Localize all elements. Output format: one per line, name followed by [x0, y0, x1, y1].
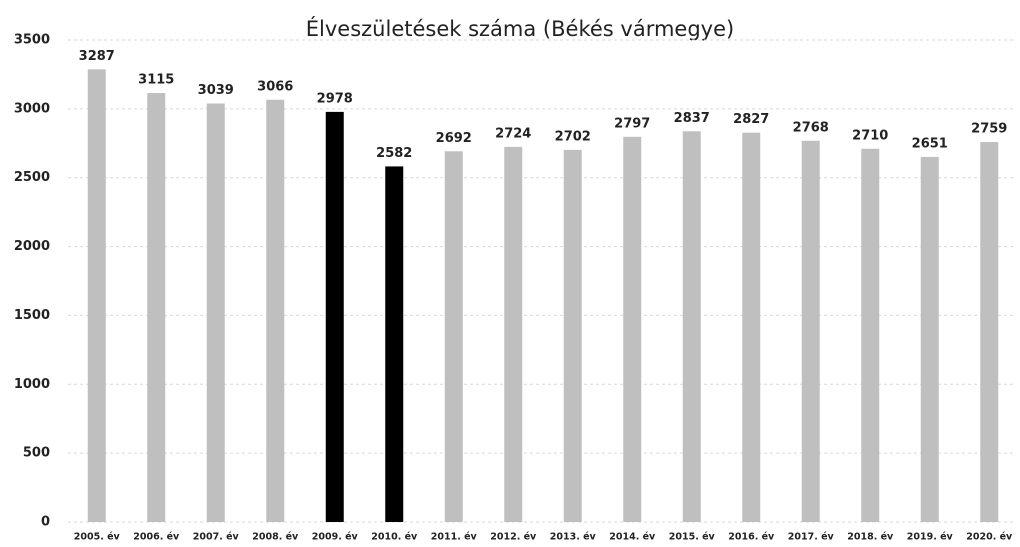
data-label: 2827	[733, 112, 769, 127]
bar	[920, 156, 939, 522]
bar	[563, 149, 582, 522]
bar	[623, 136, 642, 522]
data-label: 2702	[555, 129, 591, 144]
y-tick-label: 2000	[14, 239, 50, 254]
data-label: 2724	[495, 126, 531, 141]
x-tick-label: 2015. év	[669, 532, 716, 543]
bar	[147, 93, 166, 523]
x-tick-label: 2013. év	[550, 532, 597, 543]
bar	[801, 140, 820, 522]
x-tick-label: 2012. év	[490, 532, 537, 543]
bar	[980, 142, 999, 523]
x-tick-label: 2005. év	[74, 532, 121, 543]
bar	[325, 111, 344, 523]
x-tick-label: 2009. év	[312, 532, 359, 543]
data-label: 3287	[79, 49, 115, 64]
bar	[206, 103, 225, 523]
x-tick-label: 2018. év	[847, 532, 894, 543]
y-tick-label: 2500	[14, 170, 50, 185]
bar	[682, 131, 701, 522]
data-label: 2768	[793, 120, 829, 135]
data-label: 3066	[257, 79, 293, 94]
x-tick-label: 2011. év	[431, 532, 478, 543]
y-tick-label: 1500	[14, 308, 50, 323]
bar	[444, 151, 463, 523]
chart-title: Élveszületések száma (Békés vármegye)	[306, 16, 734, 41]
x-tick-label: 2016. év	[728, 532, 775, 543]
x-tick-label: 2017. év	[788, 532, 835, 543]
y-tick-label: 1000	[14, 377, 50, 392]
y-tick-label: 0	[41, 515, 50, 530]
data-label: 2692	[436, 131, 472, 146]
bar	[742, 132, 761, 523]
data-label: 3039	[198, 83, 234, 98]
x-tick-label: 2019. év	[907, 532, 954, 543]
data-label: 3115	[138, 73, 174, 88]
bar	[266, 99, 285, 522]
x-tick-label: 2008. év	[252, 532, 299, 543]
x-tick-label: 2006. év	[133, 532, 180, 543]
data-label: 2759	[971, 122, 1007, 137]
bar	[87, 69, 106, 523]
data-label: 2978	[317, 91, 353, 106]
data-label: 2651	[912, 136, 948, 151]
bar	[385, 166, 404, 523]
data-label: 2582	[376, 146, 412, 161]
data-label: 2797	[614, 116, 650, 131]
x-tick-label: 2007. év	[193, 532, 240, 543]
data-label: 2837	[674, 111, 710, 126]
data-label: 2710	[852, 128, 888, 143]
y-tick-label: 3000	[14, 101, 50, 116]
x-tick-label: 2010. év	[371, 532, 418, 543]
bar	[861, 148, 880, 522]
y-tick-label: 3500	[14, 33, 50, 48]
x-tick-label: 2014. év	[609, 532, 656, 543]
x-tick-label: 2020. év	[966, 532, 1013, 543]
y-tick-label: 500	[23, 446, 50, 461]
bar	[504, 146, 523, 523]
